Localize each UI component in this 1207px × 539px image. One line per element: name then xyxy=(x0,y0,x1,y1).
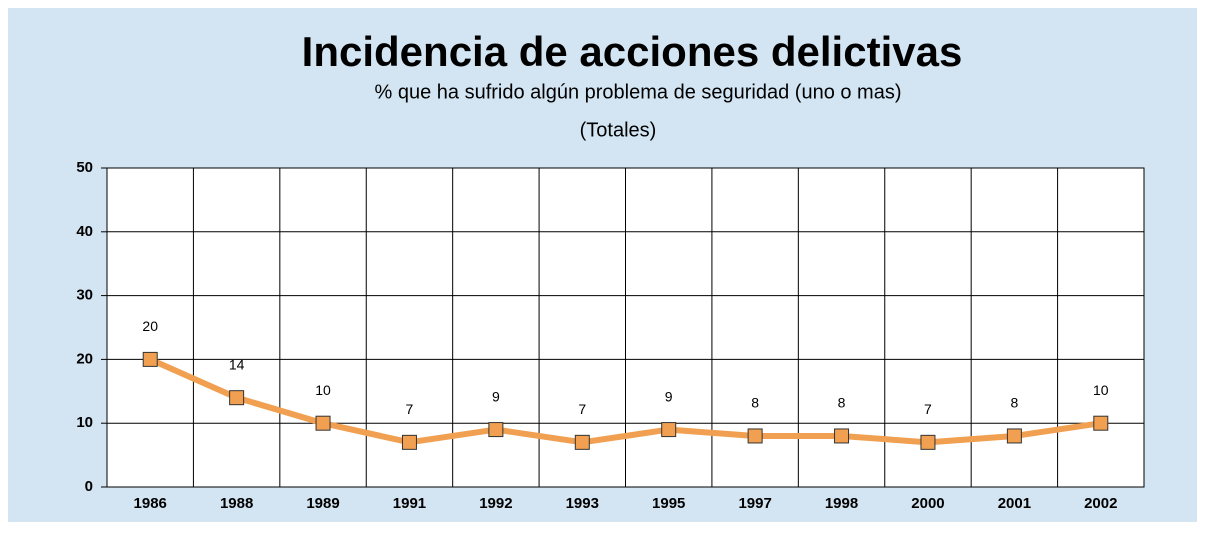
data-label: 7 xyxy=(406,401,414,417)
data-marker xyxy=(1093,415,1109,431)
x-tick-label: 1991 xyxy=(393,495,426,512)
data-label: 10 xyxy=(1093,382,1109,398)
x-tick-label: 1989 xyxy=(306,495,339,512)
data-marker xyxy=(661,422,677,438)
data-label: 10 xyxy=(315,382,331,398)
data-line xyxy=(148,356,1102,446)
y-tick-label: 40 xyxy=(76,223,93,240)
x-tick-label: 1997 xyxy=(738,495,771,512)
y-tick-label: 30 xyxy=(76,287,93,304)
x-tick-label: 1993 xyxy=(566,495,599,512)
y-tick-label: 20 xyxy=(76,350,93,367)
data-marker xyxy=(401,434,417,450)
x-tick-label: 1992 xyxy=(479,495,512,512)
chart-title: Incidencia de acciones delictivas xyxy=(302,28,963,75)
x-tick-label: 1986 xyxy=(134,495,167,512)
data-label: 20 xyxy=(142,318,158,334)
data-marker xyxy=(574,434,590,450)
data-label: 14 xyxy=(229,356,245,372)
x-tick-label: 2002 xyxy=(1084,495,1117,512)
x-tick-label: 2000 xyxy=(911,495,944,512)
data-marker xyxy=(142,351,158,367)
data-label: 7 xyxy=(578,401,586,417)
x-tick-label: 2001 xyxy=(998,495,1031,512)
data-marker xyxy=(315,415,331,431)
data-label: 9 xyxy=(665,388,673,404)
data-label: 8 xyxy=(838,395,846,411)
x-tick-label: 1995 xyxy=(652,495,685,512)
data-label: 8 xyxy=(1010,395,1018,411)
x-tick-label: 1998 xyxy=(825,495,858,512)
y-tick-label: 0 xyxy=(85,478,93,495)
y-tick-label: 50 xyxy=(76,159,93,176)
y-tick-label: 10 xyxy=(76,414,93,431)
chart-note: (Totales) xyxy=(580,119,657,141)
data-label: 7 xyxy=(924,401,932,417)
data-marker xyxy=(920,434,936,450)
chart-subtitle: % que ha sufrido algún problema de segur… xyxy=(375,81,902,103)
data-label: 8 xyxy=(751,395,759,411)
data-marker xyxy=(488,422,504,438)
data-marker xyxy=(747,428,763,444)
data-marker xyxy=(1006,428,1022,444)
data-marker xyxy=(229,390,245,406)
data-label: 9 xyxy=(492,388,500,404)
x-tick-label: 1988 xyxy=(220,495,253,512)
data-marker xyxy=(834,428,850,444)
